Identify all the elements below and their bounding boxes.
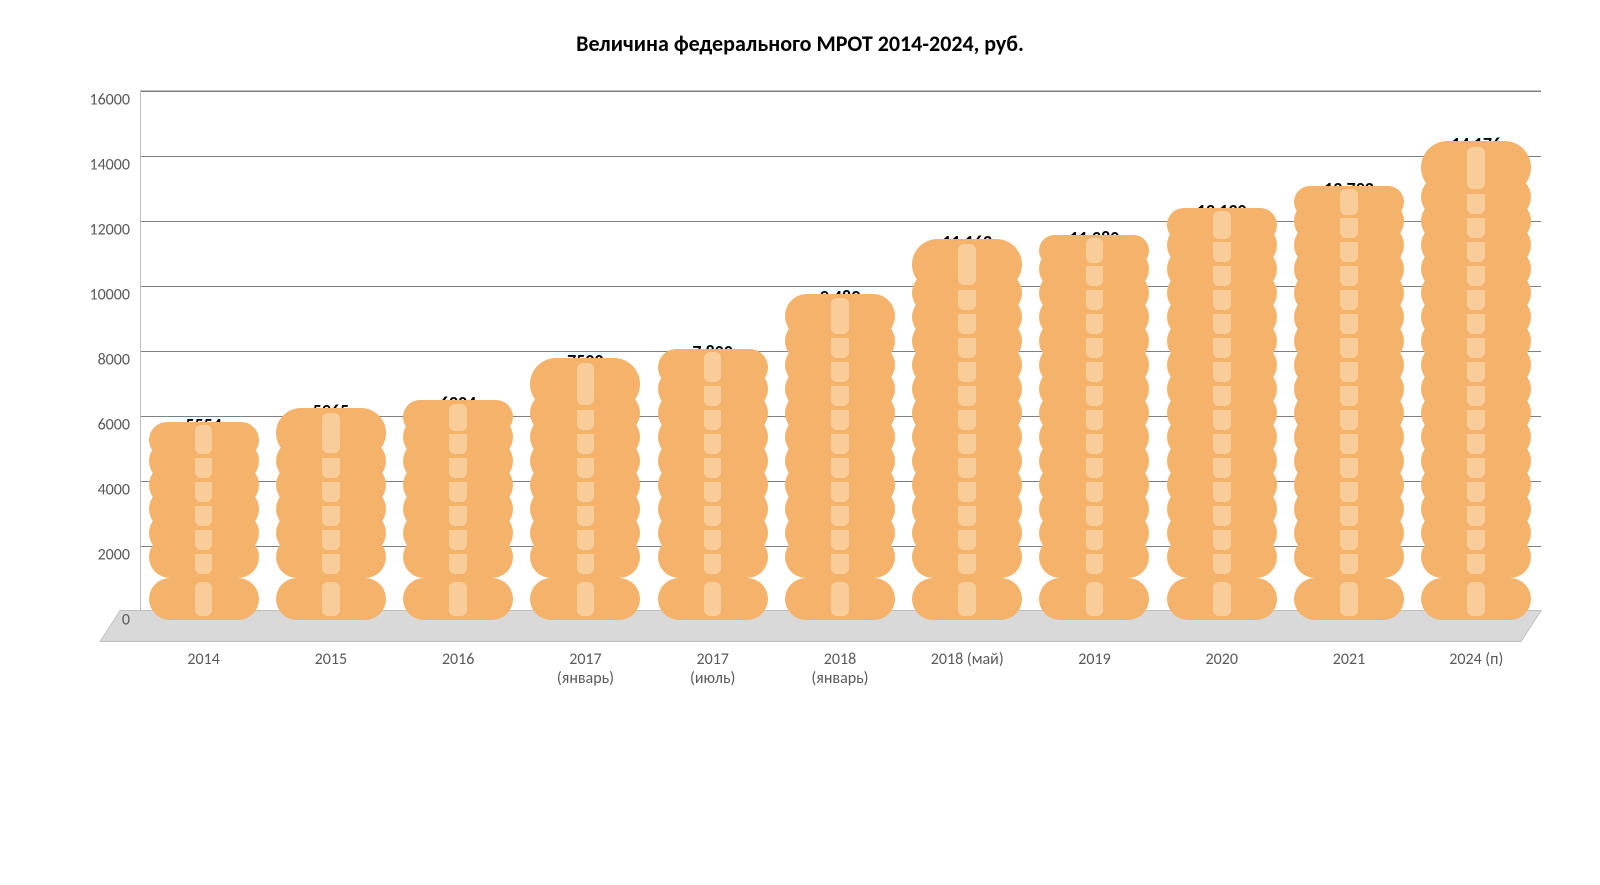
coin-segment — [785, 294, 895, 338]
x-tick-label: 2021 — [1285, 650, 1412, 688]
bar-slot: 5965 — [267, 400, 394, 620]
x-tick-label: 2018 (май) — [904, 650, 1031, 688]
y-tick-label: 16000 — [70, 91, 130, 110]
y-tick-label: 10000 — [70, 286, 130, 305]
coin-segment — [403, 578, 513, 620]
bar-slot: 11 163 — [904, 231, 1031, 620]
x-tick-label: 2016 — [395, 650, 522, 688]
coin-segment — [1039, 578, 1149, 620]
coin-segment — [1167, 208, 1277, 242]
x-tick-label: 2017 (июль) — [649, 650, 776, 688]
coin-segment — [149, 578, 259, 620]
bar-stack — [276, 426, 386, 620]
coin-segment — [530, 578, 640, 620]
x-tick-label: 2024 (п) — [1413, 650, 1540, 688]
x-tick-label: 2017 (январь) — [522, 650, 649, 688]
x-tick-label: 2014 — [140, 650, 267, 688]
coin-segment — [912, 239, 1022, 290]
coin-segment — [403, 400, 513, 434]
x-tick-label: 2018 (январь) — [776, 650, 903, 688]
chart-container: Величина федерального МРОТ 2014-2024, ру… — [0, 0, 1600, 885]
bar-stack — [658, 367, 768, 621]
coin-segment — [276, 408, 386, 458]
y-tick-label: 4000 — [70, 481, 130, 500]
y-tick-label: 12000 — [70, 221, 130, 240]
bar-slot: 9 489 — [776, 286, 903, 620]
bar-stack — [1421, 159, 1531, 620]
x-axis-labels: 2014201520162017 (январь)2017 (июль)2018… — [140, 650, 1540, 688]
bar-slot: 12 792 — [1285, 178, 1412, 620]
y-tick-label: 0 — [70, 611, 130, 630]
bar-slot: 14 176 — [1413, 133, 1540, 620]
bar-slot: 7 800 — [649, 341, 776, 621]
coin-segment — [1039, 235, 1149, 266]
coin-segment — [1421, 141, 1531, 194]
bar-stack — [1294, 204, 1404, 620]
bar-slot: 11 280 — [1031, 227, 1158, 620]
coin-segment — [1294, 578, 1404, 620]
x-tick-label: 2020 — [1158, 650, 1285, 688]
plot-area: 55545965620475007 8009 48911 16311 28012… — [80, 90, 1560, 650]
bar-slot: 6204 — [395, 392, 522, 620]
bar-stack — [1167, 226, 1277, 620]
bar-slot: 7500 — [522, 350, 649, 620]
bar-stack — [912, 257, 1022, 620]
coin-segment — [785, 578, 895, 620]
coin-segment — [912, 578, 1022, 620]
bar-slot: 5554 — [140, 414, 267, 621]
coin-segment — [276, 578, 386, 620]
coin-segment — [1421, 578, 1531, 620]
y-tick-label: 8000 — [70, 351, 130, 370]
coin-segment — [530, 358, 640, 410]
bar-stack — [785, 312, 895, 620]
x-tick-label: 2019 — [1031, 650, 1158, 688]
chart-title: Величина федерального МРОТ 2014-2024, ру… — [0, 0, 1600, 67]
bar-slot: 12 130 — [1158, 200, 1285, 620]
coin-segment — [658, 578, 768, 620]
bar-stack — [530, 376, 640, 620]
coin-segment — [149, 422, 259, 459]
bar-stack — [403, 418, 513, 620]
coin-segment — [1167, 578, 1277, 620]
y-tick-label: 2000 — [70, 546, 130, 565]
coin-segment — [658, 349, 768, 387]
x-tick-label: 2015 — [267, 650, 394, 688]
y-tick-label: 6000 — [70, 416, 130, 435]
y-tick-label: 14000 — [70, 156, 130, 175]
bars-row: 55545965620475007 8009 48911 16311 28012… — [140, 90, 1540, 620]
coin-segment — [1294, 186, 1404, 218]
bar-stack — [149, 440, 259, 621]
bar-stack — [1039, 253, 1149, 620]
